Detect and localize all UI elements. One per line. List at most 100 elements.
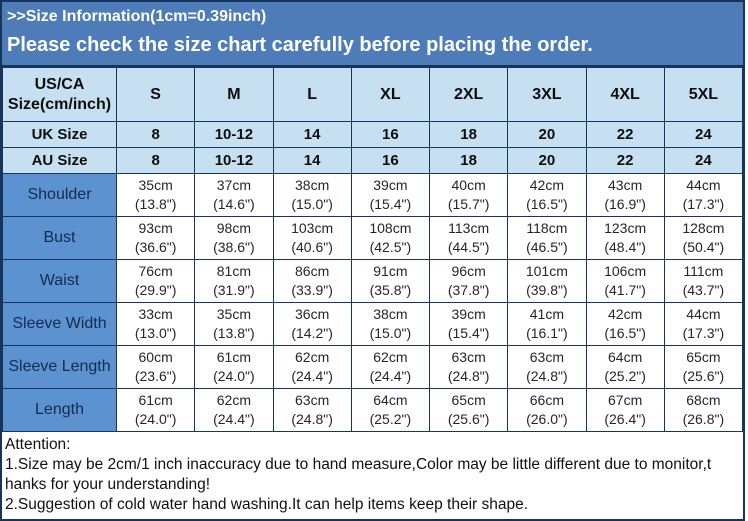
inch-value: (14.2")	[291, 325, 333, 341]
inch-value: (15.0")	[291, 196, 333, 212]
inch-value: (15.7")	[447, 196, 490, 212]
attention-line-3: 2.Suggestion of cold water hand washing.…	[5, 496, 529, 513]
cm-value: 35cm	[138, 177, 173, 193]
cm-value: 66cm	[529, 392, 564, 408]
measure-cell: 113cm (44.5")	[428, 216, 509, 260]
cm-value: 65cm	[451, 392, 486, 408]
measure-cell: 68cm (26.8")	[663, 388, 744, 432]
inch-value: (38.6")	[213, 239, 255, 255]
measure-cell: 91cm (35.8")	[350, 259, 431, 303]
measure-cell: 41cm (16.1")	[507, 302, 587, 346]
cm-value: 43cm	[608, 177, 643, 193]
cm-value: 123cm	[604, 220, 647, 236]
cm-value: 98cm	[216, 220, 251, 236]
measure-cell: 44cm (17.3")	[663, 302, 744, 346]
size-value-cell: 10-12	[194, 147, 274, 174]
attention-line-2: hanks for your understanding!	[5, 476, 211, 493]
measure-cell: 63cm (24.8")	[507, 345, 587, 389]
measure-cell: 35cm (13.8")	[194, 302, 274, 346]
inch-value: (15.0")	[369, 325, 412, 341]
measure-cell: 43cm (16.9")	[585, 173, 665, 217]
measure-cell: 39cm (15.4")	[428, 302, 509, 346]
cm-value: 64cm	[608, 349, 643, 365]
size-value-cell: 22	[585, 121, 665, 148]
cm-value: 38cm	[373, 306, 408, 322]
inch-value: (24.8")	[526, 368, 568, 384]
table-row: AU Size 8 10-12 14 16 18 20 22 24	[2, 147, 744, 174]
banner-title: >>Size Information(1cm=0.39inch)	[7, 8, 267, 25]
measure-row-label: Waist	[2, 259, 117, 303]
measure-cell: 44cm (17.3")	[663, 173, 744, 217]
size-value-cell: 24	[663, 121, 744, 148]
measure-cell: 103cm (40.6")	[272, 216, 352, 260]
measure-cell: 62cm (24.4")	[194, 388, 274, 432]
inch-value: (39.8")	[526, 282, 568, 298]
inch-value: (25.2")	[369, 411, 412, 427]
measure-cell: 98cm (38.6")	[194, 216, 274, 260]
cm-value: 62cm	[295, 349, 330, 365]
size-value-cell: 14	[272, 121, 352, 148]
inch-value: (25.2")	[604, 368, 646, 384]
inch-value: (16.5")	[604, 325, 646, 341]
measure-cell: 128cm (50.4")	[663, 216, 744, 260]
inch-value: (24.0")	[213, 368, 255, 384]
cm-value: 39cm	[451, 306, 486, 322]
size-header-cell: 2XL	[428, 66, 509, 122]
size-value-cell: 10-12	[194, 121, 274, 148]
inch-value: (14.6")	[213, 196, 255, 212]
cm-value: 62cm	[373, 349, 408, 365]
measure-cell: 86cm (33.9")	[272, 259, 352, 303]
cm-value: 64cm	[373, 392, 408, 408]
inch-value: (46.5")	[526, 239, 568, 255]
inch-value: (24.4")	[291, 368, 333, 384]
cm-value: 36cm	[295, 306, 330, 322]
inch-value: (13.8")	[134, 196, 177, 212]
cm-value: 33cm	[138, 306, 173, 322]
table-row: Waist 76cm (29.9") 81cm (31.9") 86cm (33.9") 91…	[2, 259, 744, 303]
measure-cell: 76cm (29.9")	[115, 259, 196, 303]
inch-value: (48.4")	[604, 239, 646, 255]
measure-cell: 64cm (25.2")	[585, 345, 665, 389]
inch-value: (16.1")	[526, 325, 568, 341]
size-value-cell: 20	[507, 121, 587, 148]
measure-row-label: Length	[2, 388, 117, 432]
measure-cell: 42cm (16.5")	[585, 302, 665, 346]
inch-value: (33.9")	[291, 282, 333, 298]
cm-value: 63cm	[529, 349, 564, 365]
cm-value: 93cm	[138, 220, 173, 236]
size-row-label: AU Size	[2, 147, 117, 174]
inch-value: (13.0")	[134, 325, 177, 341]
inch-value: (36.6")	[134, 239, 177, 255]
cm-value: 106cm	[604, 263, 647, 279]
measure-cell: 62cm (24.4")	[350, 345, 431, 389]
table-row: Sleeve Length 60cm (23.6") 61cm (24.0") 62cm (…	[2, 345, 744, 389]
size-value-cell: 8	[115, 147, 196, 174]
measure-cell: 65cm (25.6")	[428, 388, 509, 432]
table-row: Bust 93cm (36.6") 98cm (38.6") 103cm (40.6") 10…	[2, 216, 744, 260]
inch-value: (17.3")	[682, 196, 725, 212]
cm-value: 111cm	[683, 263, 724, 279]
size-header-cell: 4XL	[585, 66, 665, 122]
cm-value: 67cm	[608, 392, 643, 408]
inch-value: (24.8")	[291, 411, 333, 427]
cm-value: 63cm	[295, 392, 330, 408]
measure-cell: 40cm (15.7")	[428, 173, 509, 217]
size-header-cell: M	[194, 66, 274, 122]
measure-cell: 93cm (36.6")	[115, 216, 196, 260]
inch-value: (13.8")	[213, 325, 255, 341]
measure-cell: 108cm (42.5")	[350, 216, 431, 260]
size-header-cell: L	[272, 66, 352, 122]
measure-cell: 63cm (24.8")	[272, 388, 352, 432]
measure-cell: 39cm (15.4")	[350, 173, 431, 217]
inch-value: (50.4")	[682, 239, 725, 255]
inch-value: (29.9")	[134, 282, 177, 298]
inch-value: (43.7")	[682, 282, 725, 298]
measure-cell: 66cm (26.0")	[507, 388, 587, 432]
measure-cell: 38cm (15.0")	[272, 173, 352, 217]
measure-cell: 63cm (24.8")	[428, 345, 509, 389]
cm-value: 60cm	[138, 349, 173, 365]
cm-value: 103cm	[291, 220, 334, 236]
attention-section: Attention: 1.Size may be 2cm/1 inch inac…	[2, 432, 743, 519]
measure-row-label: Sleeve Length	[2, 345, 117, 389]
